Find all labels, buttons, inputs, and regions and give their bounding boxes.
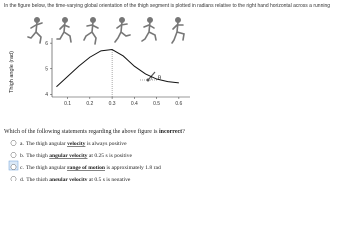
x-tick-label: 0.5 <box>153 101 160 107</box>
data-line <box>56 49 179 88</box>
page: In the figure below, the time-varying gl… <box>4 3 330 181</box>
option: d. The thigh angular velocity at 0.5 s is… <box>20 177 131 181</box>
option-label: c. <box>20 165 24 171</box>
option: c. The thigh angular range of motion is a… <box>20 165 161 171</box>
option-text: at 0.5 s is negative <box>87 177 130 181</box>
option-label: b. <box>20 153 25 159</box>
option-text: The thigh angular <box>26 141 67 147</box>
x-tick-label: 0.1 <box>64 101 71 107</box>
y-tick-label: 6 <box>45 41 48 47</box>
radio-button[interactable] <box>10 140 17 146</box>
question-emphasis: incorrect <box>159 129 182 135</box>
option: b. The thigh angular velocity at 0.25 s i… <box>20 153 132 159</box>
question: Which of the following statements regard… <box>4 128 185 135</box>
option-text: is always positive <box>85 141 127 147</box>
radio-button[interactable] <box>10 152 17 158</box>
x-tick-label: 0.4 <box>131 101 138 107</box>
option-label: d. <box>20 177 25 181</box>
radio-button[interactable] <box>10 164 17 170</box>
option-text: The thigh angular <box>26 165 67 171</box>
y-tick-label: 5 <box>45 66 48 72</box>
x-tick-label: 0.3 <box>109 101 116 107</box>
y-axis-label: Thigh angle (rad) <box>9 51 15 93</box>
question-text: Which of the following statements regard… <box>4 128 159 135</box>
radio-button[interactable] <box>10 176 17 181</box>
annotation: θ <box>158 75 161 81</box>
thigh-diagram <box>140 71 158 82</box>
option-emphasis: angular velocity <box>49 153 87 159</box>
option-emphasis: range of motion <box>67 165 106 171</box>
option-emphasis: angular velocity <box>49 177 87 181</box>
option-text: The thigh <box>26 177 49 181</box>
option-label: a. <box>20 141 24 147</box>
runners <box>27 16 185 45</box>
option: a. The thigh angular velocity is always p… <box>20 141 127 147</box>
instruction: In the figure below, the time-varying gl… <box>4 3 330 9</box>
option-emphasis: velocity <box>67 141 86 147</box>
option-text: at 0.25 s is positive <box>87 153 132 159</box>
x-tick-label: 0.6 <box>175 101 182 107</box>
y-tick-label: 4 <box>45 92 48 98</box>
question-end: ? <box>182 129 185 135</box>
option-text: is approximately 1.8 rad <box>105 165 161 171</box>
option-text: The thigh <box>26 153 49 159</box>
x-tick-label: 0.2 <box>86 101 93 107</box>
